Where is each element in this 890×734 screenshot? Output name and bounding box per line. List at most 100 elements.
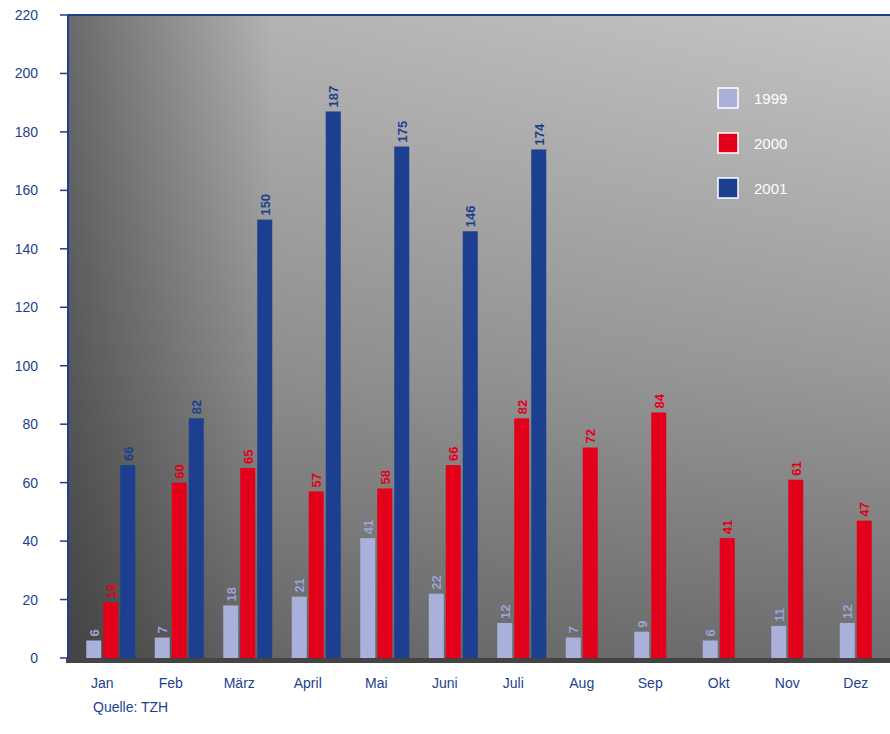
source-note: Quelle: TZH <box>93 699 168 715</box>
y-tick-label: 120 <box>15 299 39 315</box>
bar <box>86 640 101 658</box>
bar <box>120 465 135 658</box>
x-tick-label: Juli <box>503 675 524 691</box>
y-tick <box>60 540 68 542</box>
data-label: 7 <box>566 626 581 633</box>
y-axis-line <box>67 15 69 658</box>
data-label: 12 <box>498 604 513 618</box>
y-tick <box>60 599 68 601</box>
bar <box>309 491 324 658</box>
y-tick <box>60 482 68 484</box>
bar <box>651 412 666 658</box>
data-label: 57 <box>309 473 324 487</box>
y-tick-label: 160 <box>15 182 39 198</box>
y-tick <box>60 307 68 309</box>
bar <box>446 465 461 658</box>
x-tick-label: Nov <box>775 675 800 691</box>
bar <box>514 418 529 658</box>
x-tick-label: März <box>224 675 255 691</box>
x-tick-label: Dez <box>843 675 868 691</box>
x-tick-label: Feb <box>159 675 183 691</box>
data-label: 146 <box>463 206 478 228</box>
chart: 020406080100120140160180200220JanFebMärz… <box>0 0 890 734</box>
bar <box>703 640 718 658</box>
bar <box>429 594 444 658</box>
bar <box>566 638 581 658</box>
data-label: 187 <box>326 86 341 108</box>
data-label: 82 <box>189 400 204 414</box>
x-tick-label: Jan <box>91 675 114 691</box>
x-tick-label: Juni <box>432 675 458 691</box>
data-label: 41 <box>720 520 735 534</box>
x-tick-label: Sep <box>638 675 663 691</box>
legend-swatch <box>718 88 738 108</box>
data-label: 22 <box>429 575 444 589</box>
legend-label: 2001 <box>754 180 787 197</box>
x-tick-label: Okt <box>708 675 730 691</box>
y-tick-label: 180 <box>15 124 39 140</box>
data-label: 41 <box>361 520 376 534</box>
bar <box>463 231 478 658</box>
data-label: 61 <box>789 461 804 475</box>
bar <box>720 538 735 658</box>
bar <box>326 111 341 658</box>
y-tick <box>60 190 68 192</box>
bar <box>497 623 512 658</box>
data-label: 58 <box>378 470 393 484</box>
bar <box>189 418 204 658</box>
x-tick-label: Aug <box>569 675 594 691</box>
data-label: 60 <box>172 464 187 478</box>
y-tick <box>60 248 68 250</box>
data-label: 6 <box>87 629 102 636</box>
bar <box>634 632 649 658</box>
bar <box>292 597 307 658</box>
data-label: 47 <box>857 502 872 516</box>
x-axis-line <box>66 658 890 663</box>
plot-background <box>68 15 890 658</box>
data-label: 11 <box>772 608 787 622</box>
y-tick-label: 200 <box>15 65 39 81</box>
data-label: 9 <box>635 620 650 627</box>
data-label: 66 <box>121 447 136 461</box>
bar <box>155 638 170 658</box>
legend: 1999 2000 2001 <box>718 88 787 198</box>
y-tick <box>60 14 68 16</box>
data-labels: 6718214122127961112196065575866827284416… <box>87 86 873 637</box>
y-tick <box>60 657 68 659</box>
legend-swatch <box>718 178 738 198</box>
data-label: 150 <box>258 194 273 216</box>
bar <box>583 448 598 658</box>
legend-label: 2000 <box>754 135 787 152</box>
bar <box>771 626 786 658</box>
data-label: 19 <box>104 584 119 598</box>
bar <box>377 488 392 658</box>
legend-label: 1999 <box>754 90 787 107</box>
bar <box>531 149 546 658</box>
legend-swatch <box>718 133 738 153</box>
bar <box>788 480 803 658</box>
y-tick-label: 140 <box>15 241 39 257</box>
data-label: 84 <box>652 393 667 408</box>
data-label: 6 <box>703 629 718 636</box>
data-label: 82 <box>515 400 530 414</box>
y-tick-label: 0 <box>30 650 38 666</box>
data-label: 65 <box>241 450 256 464</box>
bar <box>103 602 118 658</box>
data-label: 7 <box>155 626 170 633</box>
y-tick-label: 220 <box>15 7 39 23</box>
y-tick-label: 80 <box>22 416 38 432</box>
bar <box>857 521 872 658</box>
bar <box>223 605 238 658</box>
y-tick-label: 60 <box>22 475 38 491</box>
x-tick-label: Mai <box>365 675 388 691</box>
bar <box>394 147 409 658</box>
y-tick <box>60 131 68 133</box>
y-tick-label: 20 <box>22 592 38 608</box>
data-label: 174 <box>532 123 547 145</box>
data-label: 72 <box>583 429 598 443</box>
x-tick-label: April <box>294 675 322 691</box>
y-tick-label: 40 <box>22 533 38 549</box>
bar <box>172 483 187 658</box>
plot-shade <box>68 15 890 658</box>
bars <box>86 111 872 658</box>
